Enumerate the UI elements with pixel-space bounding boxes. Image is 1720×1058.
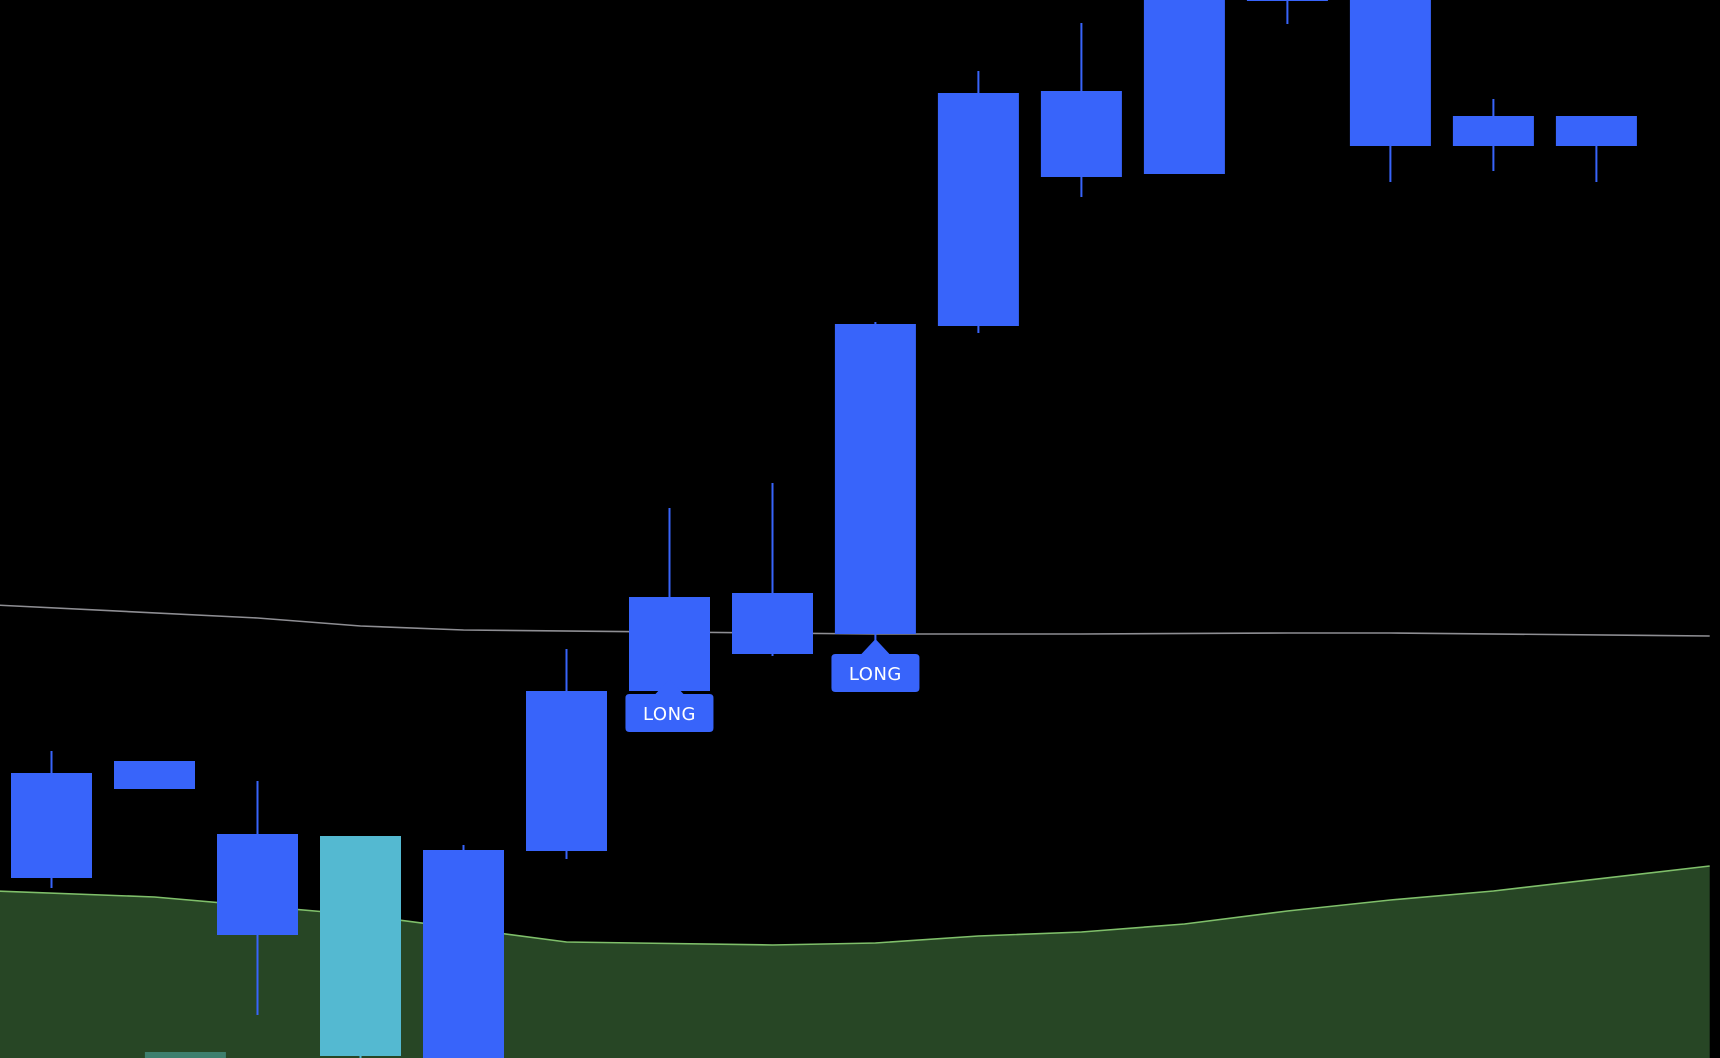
signal-marker-1: LONG xyxy=(831,639,920,692)
candle-body-3 xyxy=(320,836,401,1056)
candle-2 xyxy=(217,781,298,1015)
candle-body-5 xyxy=(526,691,607,851)
candle-9 xyxy=(937,71,1019,333)
candle-13 xyxy=(1349,0,1431,182)
candle-11 xyxy=(1143,0,1225,174)
candle-6 xyxy=(629,508,710,708)
candle-0 xyxy=(11,751,92,888)
candle-10 xyxy=(1040,23,1122,197)
candle-body-0 xyxy=(11,773,92,878)
candle-body-8 xyxy=(834,324,916,634)
volume-bar-0 xyxy=(144,1052,226,1058)
candle-body-9 xyxy=(937,93,1019,326)
candle-8 xyxy=(834,322,916,666)
signal-label: LONG xyxy=(643,704,696,725)
candle-15 xyxy=(1555,116,1637,182)
candle-1 xyxy=(114,761,195,789)
candle-body-7 xyxy=(732,593,813,654)
candle-body-14 xyxy=(1452,116,1534,146)
signal-badge xyxy=(831,639,920,692)
candle-12 xyxy=(1246,0,1328,24)
candle-body-2 xyxy=(217,834,298,935)
candle-body-13 xyxy=(1349,0,1431,146)
candle-body-12 xyxy=(1246,0,1328,1)
signals-layer: LONG LONG xyxy=(625,639,920,732)
signal-label: LONG xyxy=(849,664,902,685)
candles-layer xyxy=(11,0,1637,1058)
candle-7 xyxy=(732,483,813,656)
volume-layer xyxy=(144,1052,226,1058)
candle-4 xyxy=(423,845,504,1058)
candle-body-6 xyxy=(629,597,710,691)
candle-14 xyxy=(1452,99,1534,171)
candle-body-1 xyxy=(114,761,195,789)
candle-5 xyxy=(526,649,607,859)
candle-body-15 xyxy=(1555,116,1637,146)
candle-3 xyxy=(320,836,401,1058)
candle-body-10 xyxy=(1040,91,1122,177)
signal-badge xyxy=(625,679,714,732)
signal-marker-0: LONG xyxy=(625,679,714,732)
candle-body-4 xyxy=(423,850,504,1058)
candle-body-11 xyxy=(1143,0,1225,174)
